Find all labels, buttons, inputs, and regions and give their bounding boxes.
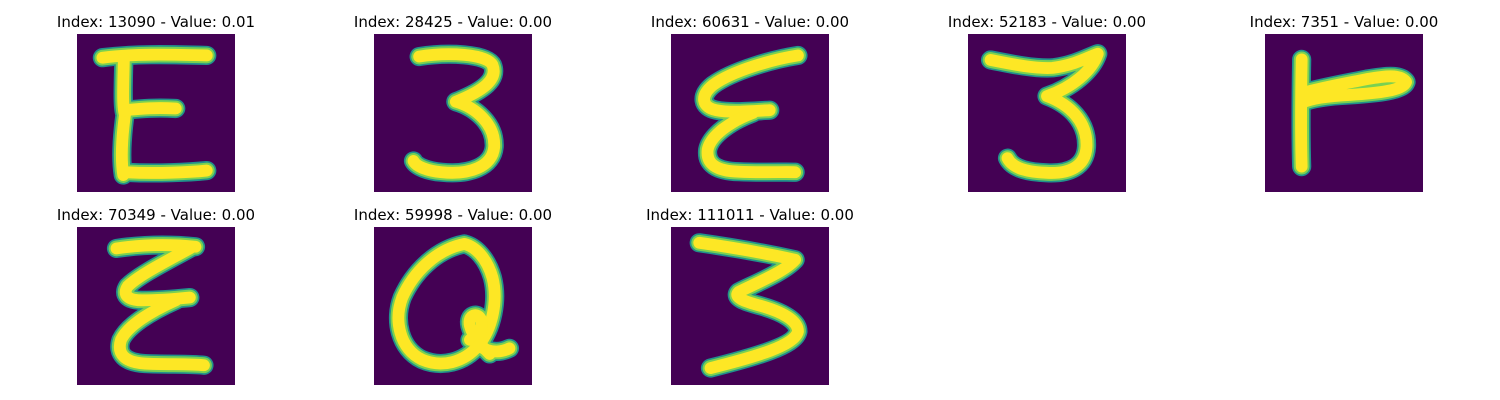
handwritten-glyph-image — [671, 227, 829, 385]
panel-title: Index: 28425 - Value: 0.00 — [353, 13, 553, 31]
image-panel: Index: 59998 - Value: 0.00 — [333, 205, 573, 395]
panel-title: Index: 70349 - Value: 0.00 — [56, 206, 256, 224]
panel-title: Index: 7351 - Value: 0.00 — [1249, 13, 1439, 31]
panel-title: Index: 60631 - Value: 0.00 — [650, 13, 850, 31]
handwritten-glyph-image — [671, 34, 829, 192]
handwritten-glyph-image — [1265, 34, 1423, 192]
image-panel: Index: 70349 - Value: 0.00 — [36, 205, 276, 395]
handwritten-glyph-image — [374, 34, 532, 192]
panel-title: Index: 111011 - Value: 0.00 — [646, 206, 854, 224]
image-panel: Index: 28425 - Value: 0.00 — [333, 12, 573, 202]
panel-title: Index: 52183 - Value: 0.00 — [947, 13, 1147, 31]
image-panel: Index: 60631 - Value: 0.00 — [630, 12, 870, 202]
handwritten-glyph-image — [968, 34, 1126, 192]
panel-title: Index: 59998 - Value: 0.00 — [353, 206, 553, 224]
handwritten-glyph-image — [77, 34, 235, 192]
image-panel: Index: 7351 - Value: 0.00 — [1224, 12, 1464, 202]
panel-title: Index: 13090 - Value: 0.01 — [56, 13, 256, 31]
image-panel: Index: 52183 - Value: 0.00 — [927, 12, 1167, 202]
image-panel: Index: 13090 - Value: 0.01 — [36, 12, 276, 202]
handwritten-glyph-image — [77, 227, 235, 385]
handwritten-glyph-image — [374, 227, 532, 385]
image-panel: Index: 111011 - Value: 0.00 — [630, 205, 870, 395]
